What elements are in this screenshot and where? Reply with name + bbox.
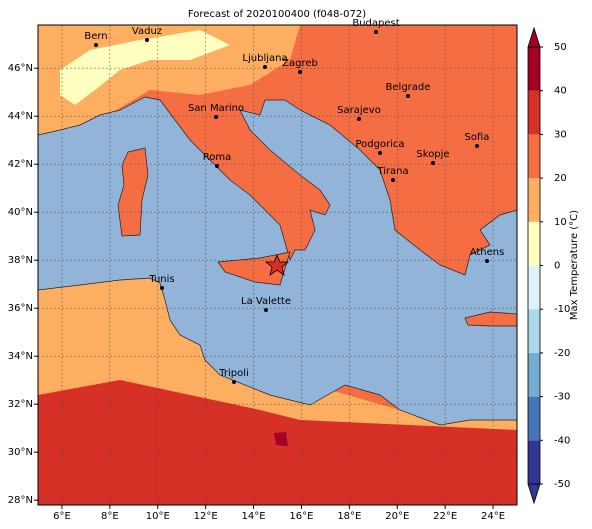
- y-tick-label: 28°N: [8, 495, 33, 506]
- y-tick-label: 46°N: [8, 63, 33, 74]
- city-label: Tirana: [376, 166, 408, 177]
- island: [217, 251, 291, 286]
- x-tick-label: 24°E: [481, 511, 505, 522]
- colorbar-label: Max Temperature (°C): [569, 210, 580, 320]
- city-label: Tunis: [148, 274, 174, 285]
- city-dot: [264, 308, 268, 312]
- city-dot: [145, 38, 149, 42]
- city-dot: [431, 161, 435, 165]
- colorbar-tick-label: 0: [554, 261, 560, 272]
- colorbar-tick-label: -10: [554, 304, 570, 315]
- y-tick-label: 40°N: [8, 207, 33, 218]
- city-label: Ljubljana: [242, 53, 287, 64]
- hot-spot: [274, 432, 288, 446]
- map: [38, 25, 517, 505]
- star-marker: [264, 253, 290, 276]
- color-band: [528, 396, 540, 441]
- colorbar-tick-label: -20: [554, 348, 570, 359]
- color-band: [528, 440, 540, 484]
- x-tick-label: 10°E: [146, 511, 170, 522]
- city-label: Belgrade: [386, 82, 431, 93]
- color-band: [528, 90, 540, 135]
- color-band: [528, 221, 540, 266]
- city-dot: [485, 259, 489, 263]
- color-band: [528, 134, 540, 179]
- city-dot: [263, 65, 267, 69]
- x-tick-label: 12°E: [194, 511, 218, 522]
- cool-zone: [60, 30, 230, 105]
- city-dot: [94, 43, 98, 47]
- city-dot: [357, 117, 361, 121]
- city-dot: [232, 380, 236, 384]
- colorbar-tick-label: 10: [554, 217, 567, 228]
- island: [464, 311, 517, 327]
- city-label: Vaduz: [132, 26, 162, 37]
- city-label: Budapest: [352, 18, 399, 29]
- x-tick-label: 6°E: [53, 511, 71, 522]
- island: [117, 147, 149, 237]
- color-band: [528, 309, 540, 353]
- extend-bottom: [527, 483, 541, 505]
- grid: [38, 25, 517, 505]
- city-dot: [391, 178, 395, 182]
- x-tick-label: 20°E: [385, 511, 409, 522]
- colorbar-tick-label: 20: [554, 173, 567, 184]
- city-label: Sofia: [465, 132, 490, 143]
- city-dot: [374, 30, 378, 34]
- colorbar-tick-label: 50: [554, 42, 567, 53]
- city-dot: [298, 70, 302, 74]
- x-tick-label: 8°E: [101, 511, 119, 522]
- y-tick-label: 36°N: [8, 303, 33, 314]
- y-tick-label: 30°N: [8, 447, 33, 458]
- y-tick-label: 38°N: [8, 255, 33, 266]
- x-tick-label: 14°E: [242, 511, 266, 522]
- city-label: Podgorica: [355, 139, 404, 150]
- city-label: Sarajevo: [337, 105, 381, 116]
- city-label: Tripoli: [218, 368, 249, 379]
- city-dot: [214, 115, 218, 119]
- y-tick-label: 44°N: [8, 111, 33, 122]
- colorbar-tick-label: 40: [554, 86, 567, 97]
- color-band: [528, 47, 540, 91]
- city-label: Athens: [470, 247, 505, 258]
- colorbar-tick-label: -50: [554, 479, 570, 490]
- city-dot: [215, 164, 219, 168]
- x-tick-label: 18°E: [337, 511, 361, 522]
- x-tick-label: 16°E: [289, 511, 313, 522]
- colorbar-tick-label: -30: [554, 392, 570, 403]
- city-label: San Marino: [188, 103, 244, 114]
- colorbar-tick-label: -40: [554, 435, 570, 446]
- color-band: [528, 352, 540, 397]
- extend-top: [527, 26, 541, 48]
- y-tick-label: 32°N: [8, 399, 33, 410]
- city-label: Bern: [84, 31, 107, 42]
- y-tick-label: 42°N: [8, 159, 33, 170]
- city-label: Roma: [203, 152, 232, 163]
- city-dot: [378, 151, 382, 155]
- map-frame: [37, 24, 518, 506]
- colorbar-tick-label: 30: [554, 129, 567, 140]
- city-dot: [160, 286, 164, 290]
- title: Forecast of 2020100400 (f048-072): [188, 9, 366, 20]
- city-dot: [475, 144, 479, 148]
- city-label: Skopje: [416, 149, 449, 160]
- color-band: [528, 265, 540, 310]
- city-label: La Valette: [241, 296, 291, 307]
- city-dot: [406, 94, 410, 98]
- color-band: [528, 178, 540, 222]
- colorbar: -50 -40 -30 -20 -10 0 10 20 30 40 50: [527, 26, 570, 505]
- y-tick-label: 34°N: [8, 351, 33, 362]
- x-tick-label: 22°E: [433, 511, 457, 522]
- city-label: Zagreb: [282, 58, 318, 69]
